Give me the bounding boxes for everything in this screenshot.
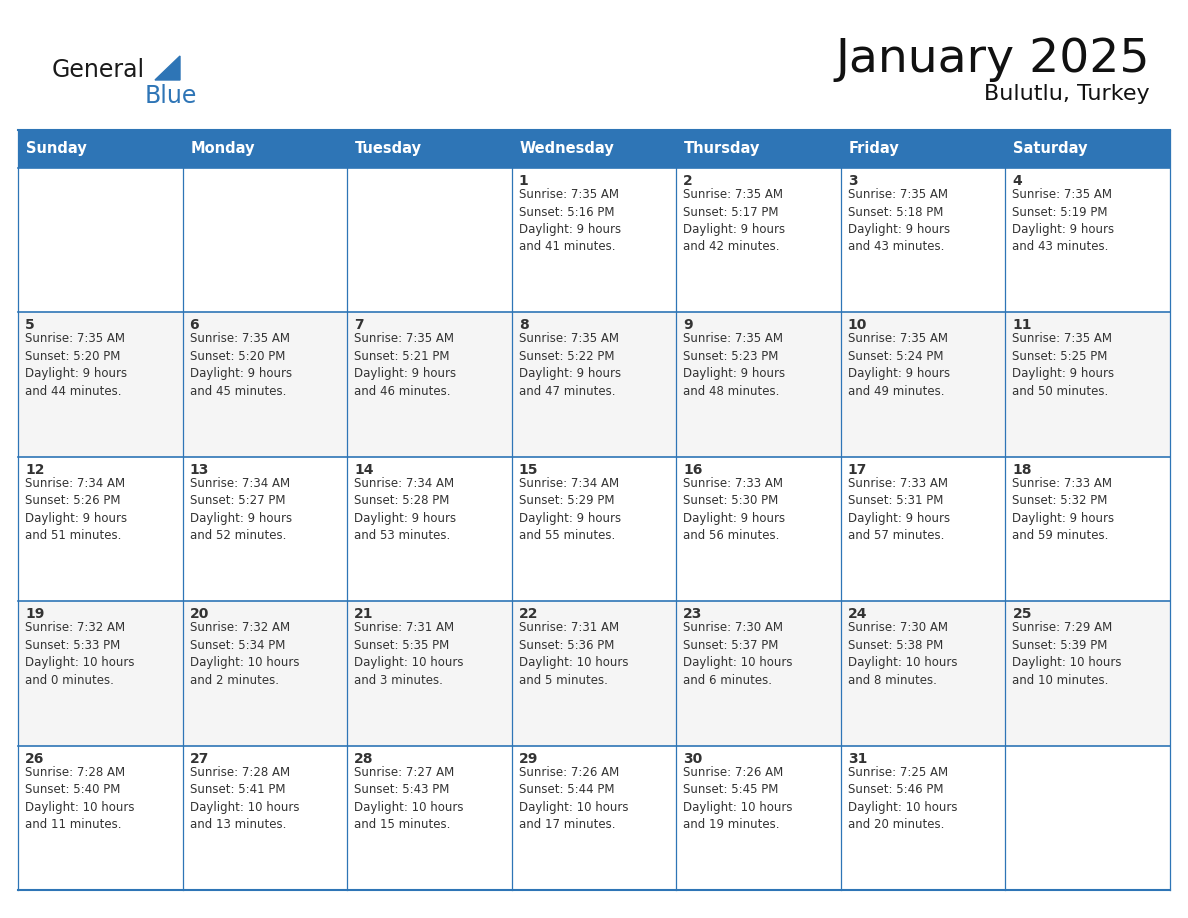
Text: Bulutlu, Turkey: Bulutlu, Turkey [985,84,1150,104]
Text: Monday: Monday [190,141,255,156]
Text: 31: 31 [848,752,867,766]
Text: Sunrise: 7:32 AM
Sunset: 5:33 PM
Daylight: 10 hours
and 0 minutes.: Sunrise: 7:32 AM Sunset: 5:33 PM Dayligh… [25,621,134,687]
Text: 29: 29 [519,752,538,766]
Text: Sunrise: 7:35 AM
Sunset: 5:21 PM
Daylight: 9 hours
and 46 minutes.: Sunrise: 7:35 AM Sunset: 5:21 PM Dayligh… [354,332,456,397]
Text: Sunrise: 7:33 AM
Sunset: 5:32 PM
Daylight: 9 hours
and 59 minutes.: Sunrise: 7:33 AM Sunset: 5:32 PM Dayligh… [1012,476,1114,543]
Text: Sunrise: 7:29 AM
Sunset: 5:39 PM
Daylight: 10 hours
and 10 minutes.: Sunrise: 7:29 AM Sunset: 5:39 PM Dayligh… [1012,621,1121,687]
Text: 16: 16 [683,463,702,476]
Text: 14: 14 [354,463,374,476]
Text: Wednesday: Wednesday [519,141,614,156]
Text: Sunrise: 7:35 AM
Sunset: 5:18 PM
Daylight: 9 hours
and 43 minutes.: Sunrise: 7:35 AM Sunset: 5:18 PM Dayligh… [848,188,950,253]
Text: Sunrise: 7:25 AM
Sunset: 5:46 PM
Daylight: 10 hours
and 20 minutes.: Sunrise: 7:25 AM Sunset: 5:46 PM Dayligh… [848,766,958,831]
Text: 11: 11 [1012,319,1032,332]
Text: 22: 22 [519,607,538,621]
Text: Sunrise: 7:33 AM
Sunset: 5:31 PM
Daylight: 9 hours
and 57 minutes.: Sunrise: 7:33 AM Sunset: 5:31 PM Dayligh… [848,476,950,543]
Text: 8: 8 [519,319,529,332]
Text: 26: 26 [25,752,44,766]
Text: Blue: Blue [145,84,197,108]
Text: Sunrise: 7:34 AM
Sunset: 5:27 PM
Daylight: 9 hours
and 52 minutes.: Sunrise: 7:34 AM Sunset: 5:27 PM Dayligh… [190,476,292,543]
Bar [18,312,1170,457]
Bar [18,745,1170,890]
Text: Sunrise: 7:35 AM
Sunset: 5:16 PM
Daylight: 9 hours
and 41 minutes.: Sunrise: 7:35 AM Sunset: 5:16 PM Dayligh… [519,188,621,253]
Text: Sunrise: 7:33 AM
Sunset: 5:30 PM
Daylight: 9 hours
and 56 minutes.: Sunrise: 7:33 AM Sunset: 5:30 PM Dayligh… [683,476,785,543]
Text: 23: 23 [683,607,702,621]
Text: 4: 4 [1012,174,1022,188]
Text: Sunrise: 7:28 AM
Sunset: 5:40 PM
Daylight: 10 hours
and 11 minutes.: Sunrise: 7:28 AM Sunset: 5:40 PM Dayligh… [25,766,134,831]
Bar [18,168,1170,312]
Text: Sunday: Sunday [26,141,87,156]
Text: Sunrise: 7:26 AM
Sunset: 5:44 PM
Daylight: 10 hours
and 17 minutes.: Sunrise: 7:26 AM Sunset: 5:44 PM Dayligh… [519,766,628,831]
Text: 30: 30 [683,752,702,766]
Bar [18,601,1170,745]
Text: 7: 7 [354,319,364,332]
Text: 19: 19 [25,607,44,621]
Text: Sunrise: 7:35 AM
Sunset: 5:19 PM
Daylight: 9 hours
and 43 minutes.: Sunrise: 7:35 AM Sunset: 5:19 PM Dayligh… [1012,188,1114,253]
Text: Sunrise: 7:34 AM
Sunset: 5:29 PM
Daylight: 9 hours
and 55 minutes.: Sunrise: 7:34 AM Sunset: 5:29 PM Dayligh… [519,476,621,543]
Text: Sunrise: 7:35 AM
Sunset: 5:22 PM
Daylight: 9 hours
and 47 minutes.: Sunrise: 7:35 AM Sunset: 5:22 PM Dayligh… [519,332,621,397]
Text: 24: 24 [848,607,867,621]
Text: Sunrise: 7:27 AM
Sunset: 5:43 PM
Daylight: 10 hours
and 15 minutes.: Sunrise: 7:27 AM Sunset: 5:43 PM Dayligh… [354,766,463,831]
Text: 20: 20 [190,607,209,621]
Text: 13: 13 [190,463,209,476]
Text: 9: 9 [683,319,693,332]
Text: Sunrise: 7:34 AM
Sunset: 5:28 PM
Daylight: 9 hours
and 53 minutes.: Sunrise: 7:34 AM Sunset: 5:28 PM Dayligh… [354,476,456,543]
Text: Sunrise: 7:35 AM
Sunset: 5:20 PM
Daylight: 9 hours
and 45 minutes.: Sunrise: 7:35 AM Sunset: 5:20 PM Dayligh… [190,332,292,397]
Text: Sunrise: 7:31 AM
Sunset: 5:35 PM
Daylight: 10 hours
and 3 minutes.: Sunrise: 7:31 AM Sunset: 5:35 PM Dayligh… [354,621,463,687]
Text: Friday: Friday [849,141,899,156]
Text: Sunrise: 7:34 AM
Sunset: 5:26 PM
Daylight: 9 hours
and 51 minutes.: Sunrise: 7:34 AM Sunset: 5:26 PM Dayligh… [25,476,127,543]
Text: 6: 6 [190,319,200,332]
Text: 18: 18 [1012,463,1032,476]
Text: Sunrise: 7:35 AM
Sunset: 5:17 PM
Daylight: 9 hours
and 42 minutes.: Sunrise: 7:35 AM Sunset: 5:17 PM Dayligh… [683,188,785,253]
Text: 17: 17 [848,463,867,476]
Text: Sunrise: 7:26 AM
Sunset: 5:45 PM
Daylight: 10 hours
and 19 minutes.: Sunrise: 7:26 AM Sunset: 5:45 PM Dayligh… [683,766,792,831]
Text: Sunrise: 7:35 AM
Sunset: 5:20 PM
Daylight: 9 hours
and 44 minutes.: Sunrise: 7:35 AM Sunset: 5:20 PM Dayligh… [25,332,127,397]
Text: Thursday: Thursday [684,141,760,156]
Text: 2: 2 [683,174,693,188]
Text: January 2025: January 2025 [835,38,1150,83]
Bar [18,457,1170,601]
Text: Sunrise: 7:30 AM
Sunset: 5:37 PM
Daylight: 10 hours
and 6 minutes.: Sunrise: 7:30 AM Sunset: 5:37 PM Dayligh… [683,621,792,687]
Text: Sunrise: 7:35 AM
Sunset: 5:25 PM
Daylight: 9 hours
and 50 minutes.: Sunrise: 7:35 AM Sunset: 5:25 PM Dayligh… [1012,332,1114,397]
Text: Sunrise: 7:31 AM
Sunset: 5:36 PM
Daylight: 10 hours
and 5 minutes.: Sunrise: 7:31 AM Sunset: 5:36 PM Dayligh… [519,621,628,687]
Text: 27: 27 [190,752,209,766]
Text: 15: 15 [519,463,538,476]
Text: Sunrise: 7:35 AM
Sunset: 5:24 PM
Daylight: 9 hours
and 49 minutes.: Sunrise: 7:35 AM Sunset: 5:24 PM Dayligh… [848,332,950,397]
Text: Sunrise: 7:30 AM
Sunset: 5:38 PM
Daylight: 10 hours
and 8 minutes.: Sunrise: 7:30 AM Sunset: 5:38 PM Dayligh… [848,621,958,687]
Text: Saturday: Saturday [1013,141,1088,156]
Text: 28: 28 [354,752,374,766]
Text: Tuesday: Tuesday [355,141,422,156]
Bar [18,130,1170,168]
Text: 1: 1 [519,174,529,188]
Text: 10: 10 [848,319,867,332]
Text: Sunrise: 7:28 AM
Sunset: 5:41 PM
Daylight: 10 hours
and 13 minutes.: Sunrise: 7:28 AM Sunset: 5:41 PM Dayligh… [190,766,299,831]
Text: Sunrise: 7:35 AM
Sunset: 5:23 PM
Daylight: 9 hours
and 48 minutes.: Sunrise: 7:35 AM Sunset: 5:23 PM Dayligh… [683,332,785,397]
Text: General: General [52,58,145,82]
Polygon shape [154,56,181,80]
Text: 5: 5 [25,319,34,332]
Text: 3: 3 [848,174,858,188]
Text: 21: 21 [354,607,374,621]
Text: Sunrise: 7:32 AM
Sunset: 5:34 PM
Daylight: 10 hours
and 2 minutes.: Sunrise: 7:32 AM Sunset: 5:34 PM Dayligh… [190,621,299,687]
Text: 12: 12 [25,463,44,476]
Text: 25: 25 [1012,607,1032,621]
